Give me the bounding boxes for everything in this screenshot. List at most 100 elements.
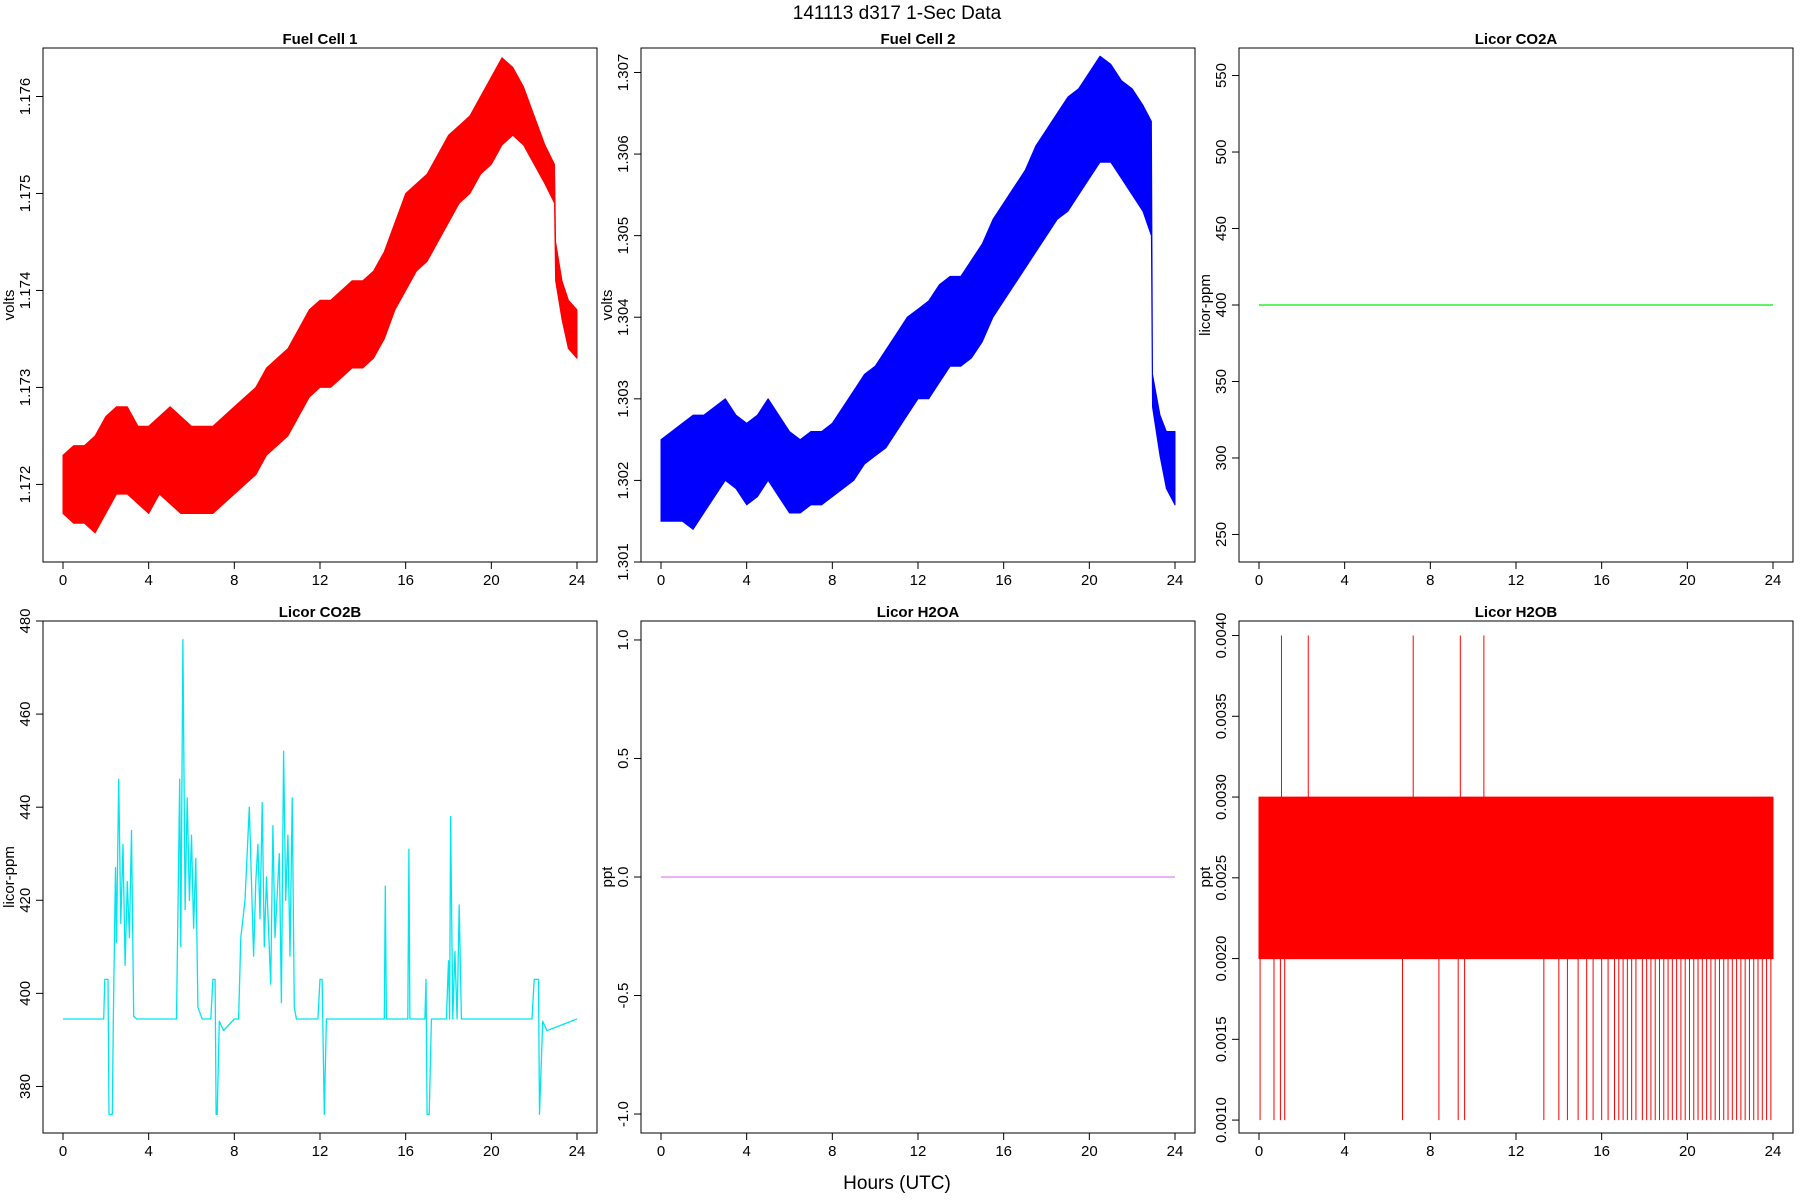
x-tick-label: 16: [1593, 572, 1610, 589]
x-tick-label: 12: [312, 572, 329, 589]
panel-title: Licor H2OA: [877, 604, 960, 621]
y-tick-label: 550: [1213, 63, 1230, 88]
y-tick-label: 450: [1213, 216, 1230, 241]
y-tick-label: 0.0015: [1213, 1016, 1230, 1062]
x-tick-label: 12: [1508, 1143, 1525, 1160]
y-tick-label: 400: [1213, 292, 1230, 317]
panel-1: Fuel Cell 1 volts 0 4 8 12 16 20 24 1.172 1.173 1.1…: [1, 31, 598, 589]
x-tick-label: 24: [569, 572, 586, 589]
x-tick-label: 0: [657, 1143, 665, 1160]
panel-2: Fuel Cell 2 volts 0 4 8 12 16 20 24 1.301 1.302 1.3…: [599, 31, 1196, 589]
y-tick-label: 0.0025: [1213, 855, 1230, 901]
series-band: [62, 57, 578, 534]
x-tick-label: 20: [1081, 572, 1098, 589]
x-tick-label: 4: [144, 572, 152, 589]
x-tick-label: 20: [483, 1143, 500, 1160]
x-tick-label: 20: [483, 572, 500, 589]
x-tick-label: 20: [1679, 572, 1696, 589]
y-tick-label: 0.0010: [1213, 1097, 1230, 1143]
y-tick-label: 0.0030: [1213, 774, 1230, 820]
y-tick-label: 1.305: [615, 217, 632, 255]
y-tick-label: 0.0040: [1213, 613, 1230, 659]
x-tick-label: 24: [1167, 572, 1184, 589]
y-axis-label: licor-ppm: [1, 846, 18, 908]
y-tick-label: 1.175: [17, 175, 34, 213]
panel-title: Licor CO2B: [279, 604, 362, 621]
series-band: [1258, 796, 1774, 960]
y-tick-label: 0.0: [615, 867, 632, 888]
x-tick-label: 12: [1508, 572, 1525, 589]
y-tick-label: 1.301: [615, 543, 632, 581]
y-axis-label: volts: [1, 290, 18, 321]
x-tick-label: 16: [397, 1143, 414, 1160]
y-tick-label: 500: [1213, 140, 1230, 165]
panel-4: Licor CO2B licor-ppm 0 4 8 12 16 20 24 380 400 420 4…: [1, 604, 598, 1160]
y-tick-label: 0.0020: [1213, 936, 1230, 982]
y-tick-label: 1.307: [615, 54, 632, 92]
x-tick-label: 4: [1340, 1143, 1348, 1160]
y-tick-label: 1.0: [615, 630, 632, 651]
y-tick-label: -1.0: [615, 1101, 632, 1127]
y-axis-label: ppt: [599, 866, 616, 888]
x-tick-label: 16: [995, 1143, 1012, 1160]
y-tick-label: 300: [1213, 445, 1230, 470]
y-tick-label: -0.5: [615, 983, 632, 1009]
y-tick-label: 350: [1213, 369, 1230, 394]
y-tick-label: 1.304: [615, 298, 632, 336]
y-tick-label: 460: [17, 702, 34, 727]
x-tick-label: 12: [910, 572, 927, 589]
x-tick-label: 24: [569, 1143, 586, 1160]
x-tick-label: 0: [1255, 572, 1263, 589]
y-tick-label: 1.176: [17, 78, 34, 116]
x-tick-label: 20: [1679, 1143, 1696, 1160]
series-line: [63, 638, 578, 1116]
x-tick-label: 12: [910, 1143, 927, 1160]
panel-title: Fuel Cell 2: [880, 31, 955, 48]
figure-title: 141113 d317 1-Sec Data: [793, 3, 1002, 24]
x-tick-label: 0: [657, 572, 665, 589]
y-tick-label: 420: [17, 888, 34, 913]
y-tick-label: 1.174: [17, 272, 34, 310]
y-tick-label: 480: [17, 608, 34, 633]
y-axis-label: ppt: [1197, 866, 1214, 888]
y-tick-label: 400: [17, 981, 34, 1006]
x-tick-label: 0: [59, 1143, 67, 1160]
x-tick-label: 24: [1765, 1143, 1782, 1160]
y-tick-label: 1.303: [615, 380, 632, 418]
x-tick-label: 0: [59, 572, 67, 589]
x-tick-label: 16: [397, 572, 414, 589]
x-tick-label: 8: [828, 1143, 836, 1160]
y-tick-label: 1.302: [615, 462, 632, 500]
y-tick-label: 250: [1213, 522, 1230, 547]
y-tick-label: 0.5: [615, 748, 632, 769]
x-tick-label: 24: [1167, 1143, 1184, 1160]
y-tick-label: 380: [17, 1074, 34, 1099]
panel-3: Licor CO2A licor-ppm 0 4 8 12 16 20 24 250 300 350 4…: [1197, 31, 1794, 589]
y-tick-label: 440: [17, 795, 34, 820]
panel-6: Licor H2OB ppt 0 4 8 12 16 20 24 0.0010 0.0015 0.00…: [1197, 604, 1794, 1160]
x-tick-label: 4: [144, 1143, 152, 1160]
panel-title: Licor H2OB: [1475, 604, 1558, 621]
x-tick-label: 8: [230, 572, 238, 589]
y-tick-label: 1.172: [17, 466, 34, 504]
series-band: [660, 55, 1176, 530]
y-axis-label: licor-ppm: [1197, 274, 1214, 336]
y-tick-label: 1.306: [615, 135, 632, 173]
panel-title: Licor CO2A: [1475, 31, 1558, 48]
x-tick-label: 8: [1426, 572, 1434, 589]
y-tick-label: 1.173: [17, 369, 34, 407]
panel-title: Fuel Cell 1: [282, 31, 357, 48]
plot-frame: [42, 620, 598, 1134]
x-tick-label: 24: [1765, 572, 1782, 589]
x-tick-label: 8: [1426, 1143, 1434, 1160]
shared-x-axis-label: Hours (UTC): [843, 1173, 951, 1194]
x-tick-label: 16: [995, 572, 1012, 589]
x-tick-label: 8: [230, 1143, 238, 1160]
x-tick-label: 4: [1340, 572, 1348, 589]
x-tick-label: 20: [1081, 1143, 1098, 1160]
panel-5: Licor H2OA ppt 0 4 8 12 16 20 24 -1.0 -0.5 0.0 0.5 1.…: [599, 604, 1196, 1160]
chart-panels: Fuel Cell 1 volts 0 4 8 12 16 20 24 1.172 1.173 1.1…: [1, 31, 1794, 1160]
x-tick-label: 16: [1593, 1143, 1610, 1160]
y-axis-label: volts: [599, 290, 616, 321]
